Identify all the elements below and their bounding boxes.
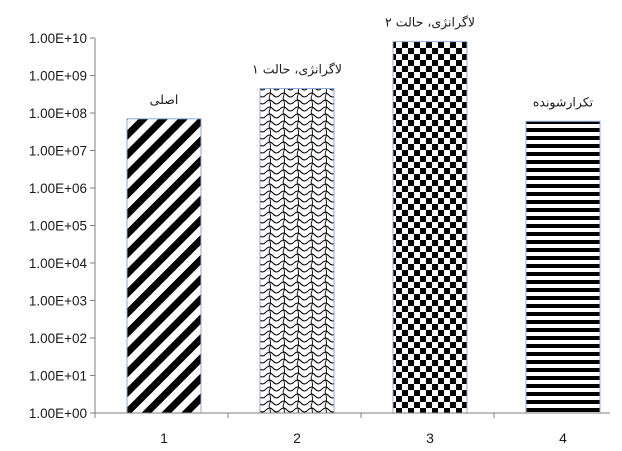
x-tick-label: 3: [426, 430, 434, 446]
y-tick-label: 1.00E+08: [29, 106, 87, 121]
y-tick-label: 1.00E+09: [29, 69, 87, 84]
y-tick-label: 1.00E+06: [29, 181, 87, 196]
bar-4: [525, 120, 601, 414]
data-label-4: تکرارشونده: [533, 94, 594, 110]
y-tick-label: 1.00E+05: [29, 219, 87, 234]
y-tick-label: 1.00E+00: [29, 406, 87, 421]
y-tick-label: 1.00E+07: [29, 144, 87, 159]
y-tick-label: 1.00E+04: [29, 256, 88, 271]
y-tick-label: 1.00E+02: [29, 331, 87, 346]
data-label-2: لاگرانژی، حالت ۱: [252, 62, 342, 78]
bar-1: [126, 118, 202, 414]
y-tick-label: 1.00E+01: [29, 369, 87, 384]
x-tick-label: 1: [160, 430, 168, 446]
bars: اصلی لاگرانژی، حالت ۱ لاگرانژی، حالت ۲ تکرا…: [126, 15, 601, 414]
x-tick-label: 2: [293, 430, 301, 446]
y-tick-label: 1.00E+10: [29, 31, 87, 46]
x-tick-label: 4: [559, 430, 567, 446]
data-label-3: لاگرانژی، حالت ۲: [385, 15, 475, 31]
y-axis: 1.00E+00 1.00E+01 1.00E+02 1.00E+03 1.00E+04…: [29, 31, 96, 421]
x-axis: 1 2 3 4: [94, 412, 610, 446]
bar-3: [392, 41, 468, 414]
y-tick-label: 1.00E+03: [29, 294, 87, 309]
bar-2: [259, 88, 335, 414]
data-label-1: اصلی: [150, 92, 179, 107]
